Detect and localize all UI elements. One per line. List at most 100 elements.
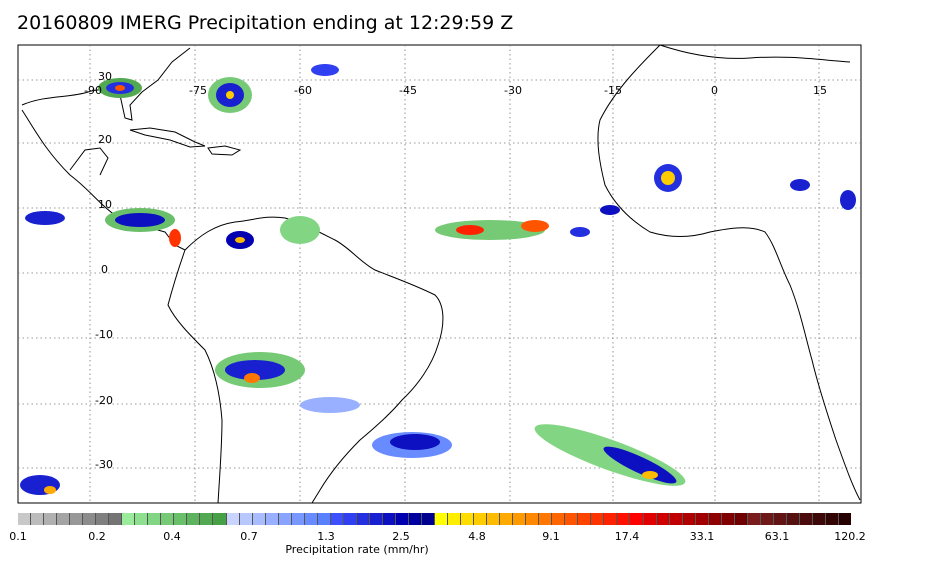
colorbar-tick-label: 120.2 (834, 530, 866, 543)
colorbar-swatch (799, 513, 813, 525)
colorbar-swatch (708, 513, 722, 525)
colorbar-swatch (226, 513, 240, 525)
colorbar-swatch (148, 513, 162, 525)
colorbar-tick-label: 2.5 (392, 530, 410, 543)
colorbar-swatch (786, 513, 800, 525)
us-gulf-coast (21, 47, 191, 121)
colorbar-swatch (252, 513, 266, 525)
graticule (18, 45, 861, 503)
lon-label: -90 (84, 84, 102, 97)
colorbar-tick-label: 17.4 (614, 530, 640, 543)
colorbar-swatch (187, 513, 201, 525)
coastlines (21, 44, 861, 504)
colorbar-swatch (617, 513, 631, 525)
lon-label: -60 (294, 84, 312, 97)
lon-label: -15 (604, 84, 622, 97)
colorbar-swatch (812, 513, 826, 525)
colorbar-tick-label: 0.4 (163, 530, 181, 543)
colorbar-swatch (669, 513, 683, 525)
map-frame (17, 44, 862, 504)
colorbar-swatch (448, 513, 462, 525)
colorbar-swatch (461, 513, 475, 525)
colorbar-swatch (109, 513, 123, 525)
colorbar-swatch (552, 513, 566, 525)
lat-label: -10 (95, 328, 113, 341)
colorbar-swatch (44, 513, 58, 525)
south-america-west-coast (167, 249, 223, 504)
yucatan-coast (69, 147, 109, 176)
lat-label: -30 (95, 458, 113, 471)
map-title: 20160809 IMERG Precipitation ending at 1… (17, 12, 514, 34)
colorbar-swatch (695, 513, 709, 525)
colorbar-swatch (161, 513, 175, 525)
cuba-coast (129, 127, 206, 148)
colorbar-swatch (369, 513, 383, 525)
colorbar-swatch (825, 513, 839, 525)
colorbar-tick-label: 0.1 (9, 530, 27, 543)
colorbar-swatch (83, 513, 97, 525)
colorbar-swatch (838, 513, 851, 525)
colorbar-swatch (265, 513, 279, 525)
lon-label: -75 (189, 84, 207, 97)
colorbar-swatch (539, 513, 553, 525)
hispaniola-coast (207, 145, 242, 156)
lon-label: 0 (711, 84, 718, 97)
colorbar (18, 513, 851, 525)
colorbar-tick-label: 63.1 (764, 530, 790, 543)
lat-label: 30 (98, 70, 112, 83)
lon-label: -45 (399, 84, 417, 97)
mediterranean-coast (659, 44, 851, 63)
colorbar-swatch (304, 513, 318, 525)
colorbar-swatch (343, 513, 357, 525)
colorbar-swatch (31, 513, 45, 525)
colorbar-swatch (135, 513, 149, 525)
colorbar-swatch (565, 513, 579, 525)
colorbar-tick-label: 4.8 (468, 530, 486, 543)
west-africa-coast (597, 44, 861, 501)
colorbar-swatch (721, 513, 735, 525)
colorbar-swatch (330, 513, 344, 525)
colorbar-swatch (96, 513, 110, 525)
colorbar-tick-label: 33.1 (689, 530, 715, 543)
colorbar-swatch (474, 513, 488, 525)
colorbar-swatch (408, 513, 422, 525)
colorbar-swatch (356, 513, 370, 525)
colorbar-swatch (70, 513, 84, 525)
lon-label: -30 (504, 84, 522, 97)
lat-label: -20 (95, 394, 113, 407)
lon-labels: -90 -75 -60 -45 -30 -15 0 15 (84, 84, 827, 97)
lon-label: 15 (813, 84, 827, 97)
lat-label: 0 (101, 263, 108, 276)
colorbar-swatch (773, 513, 787, 525)
colorbar-swatch (317, 513, 331, 525)
colorbar-swatch (591, 513, 605, 525)
lat-label: 10 (98, 198, 112, 211)
colorbar-swatch (643, 513, 657, 525)
lat-labels: 30 20 10 0 -10 -20 -30 (95, 70, 113, 471)
colorbar-swatch (174, 513, 188, 525)
colorbar-swatch (578, 513, 592, 525)
colorbar-swatch (656, 513, 670, 525)
colorbar-swatch (682, 513, 696, 525)
colorbar-swatch (213, 513, 227, 525)
colorbar-swatch (487, 513, 501, 525)
south-america-coast (184, 216, 444, 504)
colorbar-swatch (239, 513, 253, 525)
colorbar-unit-label: Precipitation rate (mm/hr) (285, 543, 429, 556)
colorbar-swatch (630, 513, 644, 525)
colorbar-swatch (57, 513, 71, 525)
colorbar-swatch (500, 513, 514, 525)
colorbar-swatch (435, 513, 449, 525)
colorbar-swatch (278, 513, 292, 525)
colorbar-swatch (291, 513, 305, 525)
colorbar-tick-label: 0.2 (88, 530, 106, 543)
colorbar-swatch (200, 513, 214, 525)
colorbar-swatch (382, 513, 396, 525)
colorbar-swatch (526, 513, 540, 525)
colorbar-swatch (604, 513, 618, 525)
colorbar-tick-label: 0.7 (240, 530, 258, 543)
colorbar-swatch (734, 513, 748, 525)
colorbar-swatch (122, 513, 136, 525)
colorbar-swatch (513, 513, 527, 525)
